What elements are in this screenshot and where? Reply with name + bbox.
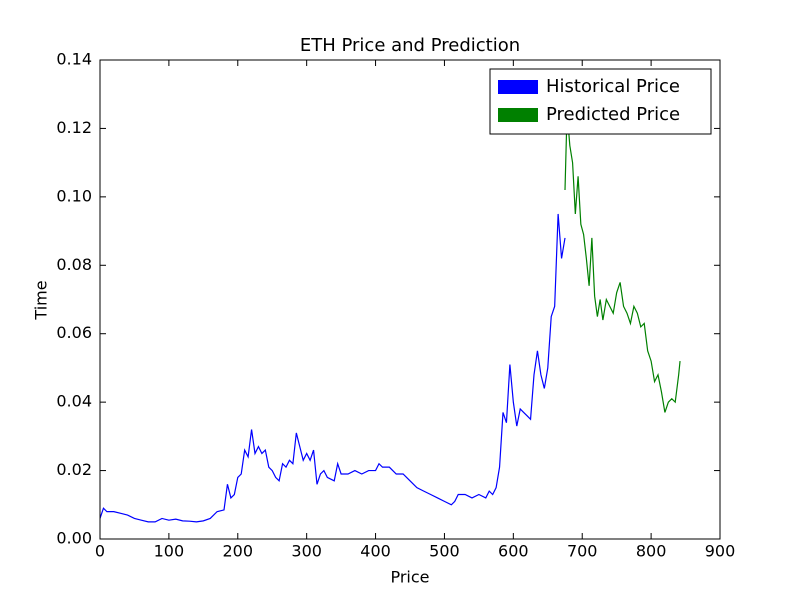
legend-label: Historical Price [546,76,680,97]
legend-box [489,68,712,135]
x-tick-label: 200 [223,542,254,561]
legend-label: Predicted Price [546,104,680,125]
price-line [99,213,566,523]
legend-swatch [498,108,538,122]
x-tick-label: 300 [291,542,322,561]
x-tick-label: 700 [567,542,598,561]
x-tick-label: 0 [95,542,105,561]
y-tick-label: 0.14 [56,50,92,69]
x-tick-label: 500 [429,542,460,561]
price-line [564,111,681,413]
x-axis-label: Price [390,568,429,587]
y-tick-label: 0.04 [56,392,92,411]
x-tick-label: 100 [154,542,185,561]
y-tick-label: 0.08 [56,255,92,274]
x-tick-label: 900 [705,542,736,561]
y-axis-label: Time [32,280,51,320]
legend-swatch [498,80,538,94]
y-tick-label: 0.10 [56,186,92,205]
y-tick-label: 0.06 [56,323,92,342]
plot-frame [99,59,721,540]
x-tick-label: 600 [498,542,529,561]
y-tick-label: 0.12 [56,118,92,137]
y-tick-label: 0.00 [56,529,92,548]
y-tick-label: 0.02 [56,460,92,479]
x-tick-label: 800 [636,542,667,561]
x-tick-label: 400 [360,542,391,561]
chart-title: ETH Price and Prediction [300,35,520,56]
